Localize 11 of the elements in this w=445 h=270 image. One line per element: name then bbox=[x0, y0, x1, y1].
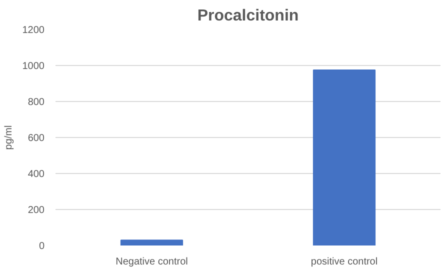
y-tick-label: 800 bbox=[28, 97, 45, 108]
y-tick-label: 1000 bbox=[22, 61, 45, 72]
chart-title: Procalcitonin bbox=[197, 8, 299, 24]
y-tick-label: 400 bbox=[28, 169, 45, 180]
x-tick-label: Negative control bbox=[116, 256, 188, 268]
x-tick-label: positive control bbox=[310, 256, 378, 268]
y-tick-label: 1200 bbox=[22, 25, 45, 36]
y-tick-label: 600 bbox=[28, 133, 45, 144]
y-tick-label: 200 bbox=[28, 205, 45, 216]
y-axis-title: pg/ml bbox=[3, 125, 14, 150]
y-tick-label: 0 bbox=[38, 241, 45, 252]
